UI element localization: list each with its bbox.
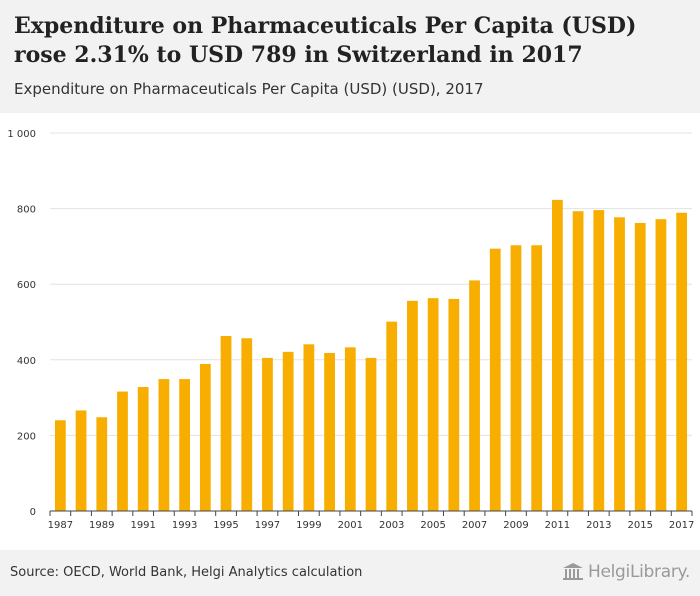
x-tick-label: 1997 xyxy=(255,520,280,531)
bar-2015 xyxy=(634,222,646,511)
grid-lines xyxy=(50,132,692,436)
x-tick-label: 2003 xyxy=(379,520,404,531)
helgi-library-logo: HelgiLibrary. xyxy=(562,562,690,582)
bar-1997 xyxy=(262,357,273,511)
bar-2016 xyxy=(655,219,667,511)
chart-area: 0 200 400 600 800 1 000 1987 1989 1991 1993 1995 1… xyxy=(0,113,700,550)
chart-subtitle: Expenditure on Pharmaceuticals Per Capit… xyxy=(14,80,484,98)
y-tick-label: 200 xyxy=(17,431,36,442)
y-tick-label: 0 xyxy=(30,507,36,518)
bar-1989 xyxy=(96,417,108,511)
y-tick-label: 400 xyxy=(17,356,36,367)
bar-2008 xyxy=(489,248,501,511)
bar-1996 xyxy=(241,338,253,511)
bars xyxy=(54,199,688,512)
bar-2013 xyxy=(593,210,605,511)
bar-1990 xyxy=(117,391,128,511)
y-tick-label: 1 000 xyxy=(7,129,36,140)
x-tick-label: 2017 xyxy=(669,520,694,531)
x-tick-label: 2013 xyxy=(586,520,611,531)
x-tick-label: 1993 xyxy=(172,520,197,531)
bar-2012 xyxy=(572,211,584,511)
y-tick-label: 800 xyxy=(17,205,36,216)
x-axis xyxy=(49,510,693,516)
bar-1999 xyxy=(303,344,315,511)
x-tick-label: 2005 xyxy=(420,520,445,531)
bar-1993 xyxy=(179,379,190,511)
x-tick-label: 2015 xyxy=(627,520,652,531)
bar-2017 xyxy=(676,212,688,511)
x-tick-label: 2009 xyxy=(503,520,528,531)
x-tick-label: 1989 xyxy=(89,520,114,531)
library-building-icon xyxy=(562,563,583,580)
bar-2014 xyxy=(614,217,625,511)
bar-2004 xyxy=(407,300,418,511)
bar-2005 xyxy=(427,298,439,511)
x-tick-label: 2007 xyxy=(462,520,487,531)
chart-title: Expenditure on Pharmaceuticals Per Capit… xyxy=(14,13,637,68)
x-tick-label: 2011 xyxy=(545,520,570,531)
source-note: Source: OECD, World Bank, Helgi Analytic… xyxy=(10,565,363,580)
bar-1988 xyxy=(75,410,87,511)
bar-2003 xyxy=(386,321,398,511)
bar-1994 xyxy=(199,363,211,511)
bar-1991 xyxy=(137,387,149,511)
bar-2009 xyxy=(510,245,522,512)
x-axis-labels: 1987 1989 1991 1993 1995 1997 1999 2001 2003 2005… xyxy=(48,520,695,531)
bar-2010 xyxy=(531,245,543,512)
x-tick-label: 1999 xyxy=(296,520,321,531)
bar-2002 xyxy=(365,357,377,511)
bar-2007 xyxy=(469,280,480,511)
y-axis-labels: 0 200 400 600 800 1 000 xyxy=(7,129,36,518)
x-tick-label: 1991 xyxy=(130,520,155,531)
x-tick-label: 2001 xyxy=(338,520,363,531)
bar-2011 xyxy=(552,199,563,511)
bar-1987 xyxy=(54,420,66,511)
x-tick-label: 1995 xyxy=(213,520,238,531)
bar-2000 xyxy=(324,352,335,511)
bar-1995 xyxy=(220,335,232,511)
chart-footer: Source: OECD, World Bank, Helgi Analytic… xyxy=(0,550,700,596)
chart-header: Expenditure on Pharmaceuticals Per Capit… xyxy=(0,0,700,113)
bar-2006 xyxy=(448,298,460,511)
x-tick-label: 1987 xyxy=(48,520,73,531)
logo-text: HelgiLibrary. xyxy=(587,562,690,582)
y-tick-label: 600 xyxy=(17,280,36,291)
bar-2001 xyxy=(344,347,356,511)
bar-1998 xyxy=(282,351,294,511)
bar-1992 xyxy=(158,379,170,511)
